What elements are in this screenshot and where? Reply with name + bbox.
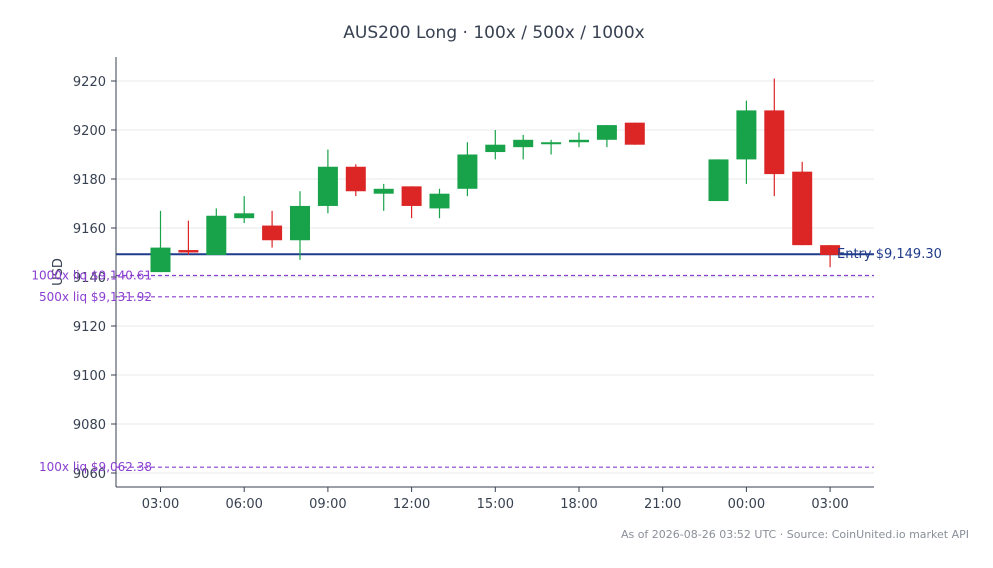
x-tick-label: 06:00 bbox=[225, 497, 262, 512]
candle-body bbox=[792, 171, 813, 246]
candle-body bbox=[345, 166, 366, 192]
axes bbox=[115, 57, 874, 488]
candle-body bbox=[178, 250, 199, 253]
candle-up bbox=[206, 208, 227, 255]
candles bbox=[150, 78, 841, 273]
candle-body bbox=[290, 205, 310, 241]
candle-down bbox=[624, 122, 645, 145]
x-tick-label: 03:00 bbox=[142, 497, 179, 512]
candle-up bbox=[457, 142, 478, 197]
candle-up bbox=[234, 196, 255, 224]
candle-up bbox=[513, 134, 534, 160]
candle-body bbox=[262, 225, 283, 241]
entry-price-label: Entry $9,149.30 bbox=[837, 247, 942, 262]
candle-up bbox=[708, 159, 729, 202]
y-tick-label: 9180 bbox=[73, 173, 106, 188]
liquidation-label: 1000x liq $9,140.61 bbox=[31, 269, 152, 283]
candle-down bbox=[178, 220, 199, 255]
candle-body bbox=[820, 245, 841, 255]
candle-body bbox=[373, 188, 394, 194]
x-tick-label: 09:00 bbox=[309, 497, 346, 512]
liquidation-label: 500x liq $9,131.92 bbox=[39, 290, 152, 304]
y-tick-label: 9220 bbox=[73, 75, 106, 90]
reference-labels: Entry $9,149.30 1000x liq $9,140.61 500x l… bbox=[31, 247, 942, 474]
candle-body bbox=[541, 142, 562, 145]
footnote: As of 2026-08-26 03:52 UTC · Source: Coi… bbox=[621, 528, 969, 541]
chart-title: AUS200 Long · 100x / 500x / 1000x bbox=[343, 23, 644, 43]
candle-up bbox=[290, 191, 310, 260]
candle-up bbox=[429, 188, 450, 219]
candle-up bbox=[150, 210, 171, 273]
candle-up bbox=[596, 125, 617, 148]
x-ticks: 03:00 06:00 09:00 12:00 15:00 18:00 21:00 00:00… bbox=[142, 487, 849, 512]
x-tick-label: 18:00 bbox=[560, 497, 597, 512]
candle-body bbox=[234, 213, 255, 219]
candle-body bbox=[457, 154, 478, 189]
y-tick-label: 9080 bbox=[73, 418, 106, 433]
candle-down bbox=[345, 164, 366, 197]
candle-up bbox=[317, 149, 338, 214]
candle-body bbox=[401, 186, 422, 206]
candle-body bbox=[764, 110, 785, 175]
candle-body bbox=[513, 139, 534, 148]
candle-up bbox=[541, 139, 562, 155]
x-tick-label: 21:00 bbox=[644, 497, 681, 512]
candle-up bbox=[569, 132, 589, 148]
y-ticks: 9060 9080 9100 9120 9140 9160 9180 9200 9220 bbox=[73, 75, 116, 482]
candle-body bbox=[485, 144, 506, 153]
gridlines bbox=[116, 80, 874, 474]
y-tick-label: 9120 bbox=[73, 320, 106, 335]
y-tick-label: 9160 bbox=[73, 222, 106, 237]
candle-up bbox=[736, 100, 757, 184]
y-tick-label: 9060 bbox=[73, 467, 106, 482]
candle-down bbox=[262, 210, 283, 248]
y-tick-label: 9140 bbox=[73, 271, 106, 286]
candle-down bbox=[792, 161, 813, 246]
x-tick-label: 12:00 bbox=[393, 497, 430, 512]
x-tick-label: 00:00 bbox=[728, 497, 765, 512]
candle-down bbox=[401, 186, 422, 219]
candle-body bbox=[317, 166, 338, 206]
reference-lines bbox=[116, 253, 874, 468]
candle-body bbox=[624, 122, 645, 145]
candle-body bbox=[736, 110, 757, 160]
liquidation-label: 100x liq $9,062.38 bbox=[39, 460, 152, 474]
candle-body bbox=[206, 215, 227, 255]
y-tick-label: 9200 bbox=[73, 124, 106, 139]
y-tick-label: 9100 bbox=[73, 369, 106, 384]
candle-body bbox=[708, 159, 729, 202]
candle-body bbox=[429, 193, 450, 209]
x-tick-label: 03:00 bbox=[811, 497, 848, 512]
y-axis-label: USD bbox=[51, 258, 66, 286]
candle-body bbox=[596, 125, 617, 140]
candle-up bbox=[373, 183, 394, 211]
candle-down bbox=[820, 245, 841, 268]
candle-body bbox=[569, 139, 589, 143]
candle-body bbox=[150, 247, 171, 273]
candle-up bbox=[485, 130, 506, 160]
x-tick-label: 15:00 bbox=[477, 497, 514, 512]
candle-down bbox=[764, 78, 785, 197]
